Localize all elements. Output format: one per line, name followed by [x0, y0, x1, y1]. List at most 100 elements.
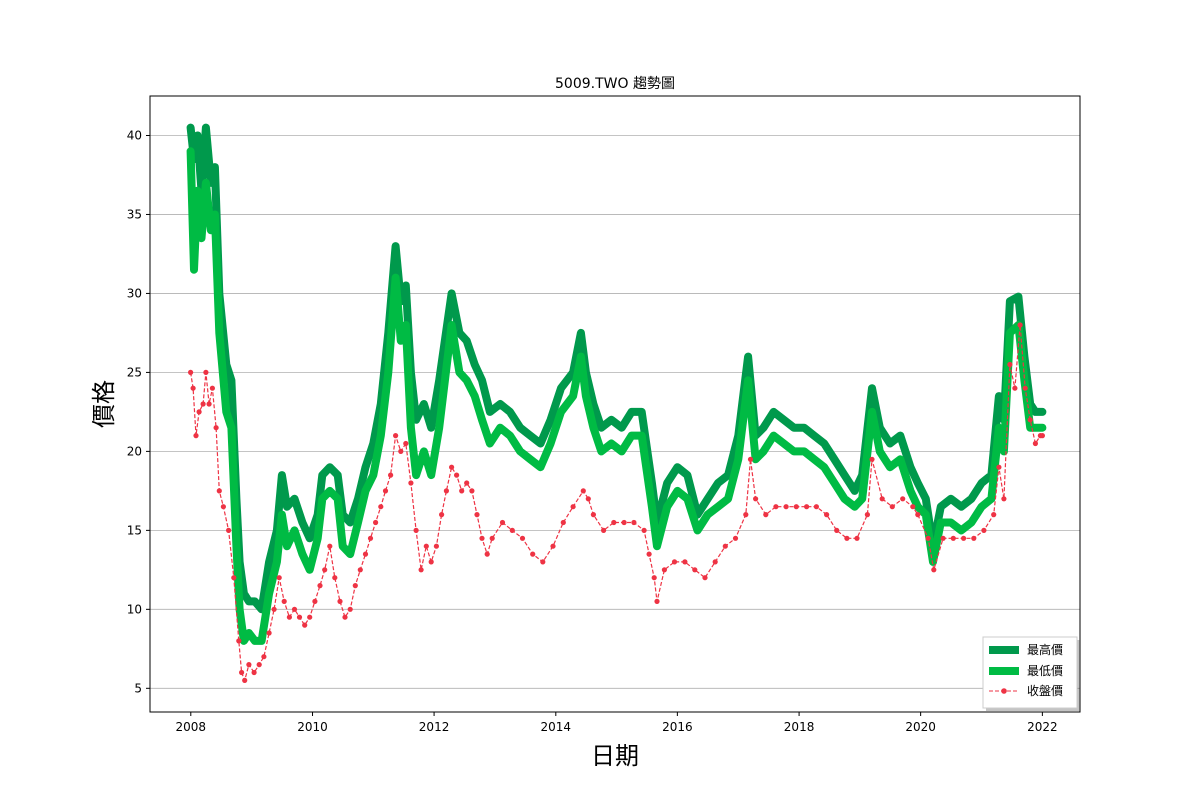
close-price-point — [206, 401, 212, 407]
series-high-line — [186, 123, 1047, 614]
chart-title: 5009.TWO 趨勢圖 — [555, 76, 675, 92]
plot-layer — [186, 123, 1047, 684]
close-price-point — [484, 551, 490, 557]
close-price-point — [1017, 322, 1023, 328]
close-price-point — [1039, 433, 1045, 439]
close-price-point — [307, 614, 313, 620]
close-price-point — [226, 527, 232, 534]
close-price-point — [824, 511, 830, 518]
x-tick-label: 2008 — [176, 720, 207, 734]
close-price-point — [428, 559, 434, 565]
close-price-point — [793, 504, 799, 510]
close-price-point — [449, 464, 455, 470]
close-price-point — [889, 504, 895, 510]
close-price-point — [580, 488, 586, 494]
close-price-point — [342, 614, 348, 620]
close-price-point — [1032, 440, 1038, 447]
close-price-point — [931, 567, 937, 573]
close-price-point — [347, 606, 353, 612]
close-price-point — [540, 559, 546, 565]
x-tick-label: 2018 — [784, 720, 815, 734]
close-price-point — [388, 472, 394, 478]
x-tick-label: 2016 — [662, 720, 693, 734]
close-price-point — [286, 614, 292, 620]
close-price-point — [266, 630, 272, 636]
close-price-point — [509, 527, 515, 534]
close-price-point — [961, 535, 967, 541]
axis-layer: 5 10 15 20 25 30 35 40 2008 2010 2012 2014 2016 2018 2… — [127, 128, 1058, 734]
close-price-point — [971, 535, 977, 541]
close-price-point — [231, 575, 237, 581]
y-tick-label: 25 — [127, 365, 142, 379]
close-price-point — [844, 535, 850, 541]
close-price-point — [950, 535, 956, 541]
close-price-point — [1007, 361, 1013, 368]
y-tick-label: 10 — [127, 602, 142, 616]
close-price-point — [193, 433, 199, 439]
close-price-point — [854, 535, 860, 541]
close-price-point — [661, 567, 668, 573]
x-tick-label: 2014 — [541, 720, 572, 734]
close-price-point — [641, 527, 647, 534]
close-price-point — [530, 551, 536, 557]
close-price-point — [763, 511, 769, 518]
close-price-point — [459, 488, 465, 494]
y-tick-label: 35 — [127, 207, 142, 221]
close-price-point — [302, 622, 308, 628]
close-price-point — [671, 559, 678, 565]
legend-label-low: 最低價 — [1027, 664, 1063, 678]
y-tick-label: 40 — [127, 128, 142, 142]
close-price-point — [203, 369, 209, 375]
close-price-point — [454, 472, 460, 478]
close-price-point — [1012, 385, 1018, 391]
close-price-point — [378, 504, 384, 510]
close-price-point — [242, 677, 248, 684]
close-price-point — [352, 583, 358, 589]
close-price-point — [879, 496, 885, 502]
legend-marker-close — [1001, 688, 1007, 694]
series-low-line — [186, 147, 1047, 645]
close-price-point — [433, 543, 439, 549]
close-price-point — [499, 519, 506, 526]
y-tick-label: 5 — [134, 681, 142, 695]
close-price-point — [317, 583, 323, 589]
close-price-point — [783, 504, 789, 510]
close-price-point — [312, 598, 318, 605]
close-price-point — [296, 614, 303, 620]
close-price-point — [332, 575, 338, 581]
y-tick-label: 20 — [127, 444, 142, 458]
close-price-point — [692, 567, 698, 573]
close-price-point — [271, 606, 277, 612]
close-price-point — [236, 638, 242, 644]
close-price-point — [403, 440, 409, 447]
close-price-point — [712, 559, 718, 565]
close-price-point — [261, 654, 267, 660]
close-price-point — [611, 519, 617, 526]
legend: 最高價 最低價 收盤價 — [982, 636, 1080, 711]
close-price-point — [469, 488, 475, 494]
close-price-point — [834, 527, 840, 534]
close-price-point — [1022, 385, 1028, 391]
close-price-point — [220, 504, 226, 510]
close-price-point — [190, 385, 196, 391]
close-price-point — [646, 551, 652, 557]
close-price-point — [474, 511, 480, 518]
close-price-point — [188, 369, 194, 375]
close-price-point — [362, 551, 369, 557]
y-tick-label: 30 — [127, 286, 142, 300]
x-tick-label: 2012 — [419, 720, 450, 734]
close-price-point — [413, 527, 419, 534]
close-price-point — [585, 496, 591, 502]
close-price-point — [281, 598, 287, 605]
close-price-point — [1001, 496, 1007, 502]
close-price-point — [550, 543, 556, 549]
close-price-point — [357, 567, 363, 573]
close-price-point — [900, 496, 906, 502]
close-price-point — [682, 559, 688, 565]
x-tick-label: 2010 — [297, 720, 328, 734]
close-price-point — [479, 535, 485, 541]
close-price-point — [337, 598, 343, 605]
close-price-point — [423, 543, 429, 549]
